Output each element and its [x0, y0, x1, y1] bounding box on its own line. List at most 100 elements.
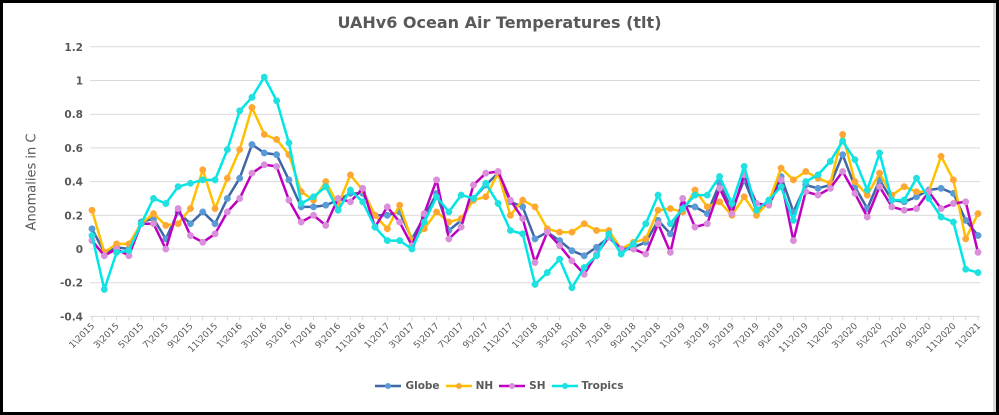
x-tick-label: 3\2019 — [683, 321, 713, 351]
data-point-tropics — [629, 240, 637, 248]
data-point-tropics — [580, 264, 588, 271]
data-point-tropics — [789, 216, 797, 224]
data-point-sh — [470, 181, 477, 189]
x-tick-label: 7\2018 — [584, 321, 614, 351]
data-point-nh — [962, 235, 970, 243]
data-point-globe — [691, 203, 699, 211]
data-point-tropics — [494, 200, 502, 207]
data-point-sh — [457, 223, 465, 231]
legend-swatch — [445, 383, 472, 389]
data-point-tropics — [186, 179, 194, 187]
data-point-tropics — [445, 208, 453, 216]
data-point-tropics — [605, 230, 613, 238]
data-point-sh — [703, 220, 711, 228]
data-point-sh — [937, 205, 945, 213]
data-point-sh — [679, 195, 687, 202]
data-point-globe — [186, 220, 194, 228]
data-point-tropics — [703, 191, 711, 199]
data-point-nh — [396, 201, 404, 209]
y-tick-label: 0.4 — [64, 177, 83, 189]
data-point-globe — [814, 184, 822, 192]
x-tick-label: 7\2019 — [732, 321, 762, 351]
data-point-tropics — [826, 157, 834, 165]
data-point-nh — [260, 130, 268, 138]
data-point-sh — [100, 252, 108, 260]
data-point-sh — [789, 237, 797, 245]
data-point-sh — [913, 205, 920, 213]
data-point-globe — [839, 151, 847, 159]
data-point-sh — [888, 203, 896, 211]
series-nh — [88, 104, 982, 256]
data-point-tropics — [199, 176, 207, 184]
data-point-sh — [359, 184, 367, 192]
series-sh — [88, 161, 982, 278]
x-tick-label: 5\2016 — [265, 321, 295, 351]
data-point-sh — [211, 230, 219, 238]
legend: Globe NH SH Tropics — [0, 380, 999, 392]
data-point-nh — [789, 176, 797, 184]
data-point-globe — [593, 243, 600, 251]
data-point-sh — [273, 162, 281, 170]
data-point-nh — [248, 104, 256, 111]
data-point-sh — [568, 257, 576, 265]
data-point-globe — [88, 225, 96, 233]
data-point-globe — [273, 151, 281, 159]
data-point-nh — [593, 227, 600, 234]
data-point-tropics — [531, 280, 539, 288]
data-point-globe — [937, 184, 945, 192]
data-point-tropics — [359, 198, 367, 206]
legend-item-sh: SH — [499, 380, 546, 392]
data-point-sh — [150, 220, 157, 228]
data-point-sh — [482, 169, 490, 177]
y-tick-label: 0 — [76, 244, 83, 256]
data-point-sh — [506, 196, 514, 204]
data-point-sh — [863, 213, 871, 221]
data-point-nh — [519, 196, 527, 204]
data-point-tropics — [506, 227, 514, 234]
x-tick-label: 3\2017 — [388, 321, 417, 350]
data-point-nh — [913, 188, 920, 196]
data-point-tropics — [310, 193, 317, 201]
x-tick-label: 1\2021 — [954, 321, 983, 350]
data-point-nh — [162, 221, 170, 229]
x-tick-label: 1\2019 — [658, 321, 688, 351]
data-point-globe — [974, 232, 982, 239]
data-point-globe — [383, 211, 391, 219]
data-point-sh — [851, 189, 859, 197]
data-point-tropics — [888, 196, 896, 204]
legend-label: SH — [529, 380, 546, 392]
data-point-sh — [728, 210, 736, 218]
data-point-tropics — [543, 269, 551, 277]
x-tick-label: 7\2020 — [880, 321, 910, 351]
data-point-tropics — [974, 269, 982, 277]
x-tick-label: 7\2016 — [289, 321, 319, 351]
data-point-sh — [445, 235, 453, 243]
data-point-globe — [199, 208, 207, 216]
data-point-tropics — [876, 149, 884, 157]
x-tick-label: 1\2015 — [68, 321, 97, 350]
data-point-tropics — [346, 186, 354, 194]
data-point-sh — [346, 198, 354, 206]
x-tick-label: 1\2016 — [215, 321, 245, 351]
data-point-sh — [876, 183, 884, 191]
data-point-sh — [396, 218, 404, 226]
data-point-sh — [556, 242, 564, 250]
data-point-nh — [851, 178, 859, 186]
data-point-sh — [162, 245, 170, 253]
data-point-tropics — [150, 195, 157, 202]
data-point-globe — [260, 149, 268, 157]
data-point-nh — [876, 169, 884, 177]
data-point-sh — [949, 200, 957, 207]
data-point-tropics — [137, 220, 145, 228]
data-point-globe — [236, 174, 244, 182]
data-point-nh — [777, 164, 785, 172]
x-tick-label: 7\2015 — [141, 321, 170, 350]
data-point-tropics — [260, 73, 268, 81]
data-point-tropics — [814, 171, 822, 179]
data-point-sh — [223, 208, 231, 216]
data-point-sh — [543, 228, 551, 236]
data-point-nh — [974, 210, 982, 218]
data-point-sh — [260, 161, 268, 169]
x-tick-label: 7\2017 — [437, 321, 466, 350]
data-point-globe — [310, 203, 317, 211]
